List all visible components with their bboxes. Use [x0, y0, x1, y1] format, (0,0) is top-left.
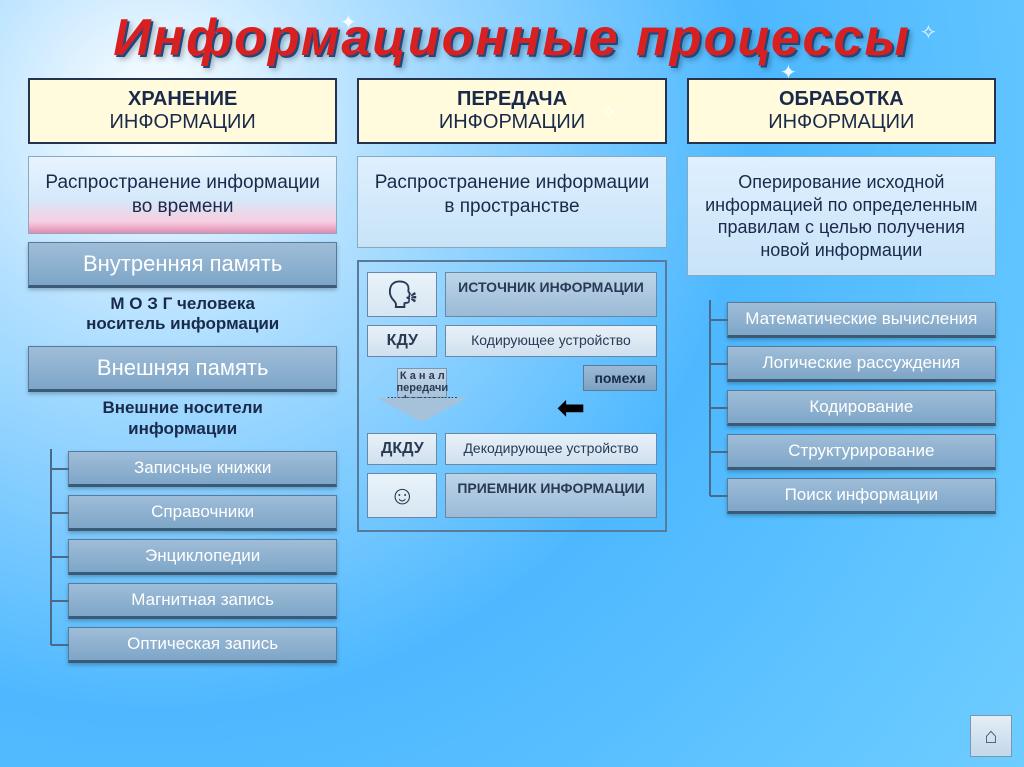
transfer-description: Распространение информации в пространств…	[357, 156, 666, 248]
source-row: 🗣 ИСТОЧНИК ИНФОРМАЦИИ	[367, 272, 656, 317]
transfer-header: ПЕРЕДАЧА ИНФОРМАЦИИ	[357, 78, 666, 144]
dkdu-cell: ДКДУ	[367, 433, 437, 465]
extc-l1: Внешние носители	[102, 398, 262, 417]
carrier-item: Энциклопедии	[68, 539, 337, 575]
operation-item: Логические рассуждения	[727, 346, 996, 382]
smiley-icon: ☺	[367, 473, 437, 518]
processing-header-bold: ОБРАБОТКА	[779, 88, 904, 110]
storage-description: Распространение информации во времени	[28, 156, 337, 234]
storage-header-rest: ИНФОРМАЦИИ	[110, 111, 256, 133]
noise-label: помехи	[583, 365, 656, 391]
arrow-down-icon: К а н а л передачи информации	[377, 368, 467, 422]
internal-memory-btn: Внутренняя память	[28, 242, 337, 288]
columns-container: ХРАНЕНИЕ ИНФОРМАЦИИ Распространение инфо…	[0, 68, 1024, 663]
processing-header-rest: ИНФОРМАЦИИ	[768, 111, 914, 133]
kdu-cell: КДУ	[367, 325, 437, 357]
decoder-cell: Декодирующее устройство	[445, 433, 656, 465]
brain-line2: носитель информации	[86, 314, 279, 333]
channel-arrow-wrap: К а н а л передачи информации	[367, 368, 477, 422]
carriers-tree: Записные книжки Справочники Энциклопедии…	[42, 443, 337, 663]
carrier-item: Справочники	[68, 495, 337, 531]
chan-l2: передачи	[397, 382, 449, 394]
extc-l2: информации	[128, 419, 237, 438]
page-title: Информационные процессы	[0, 0, 1024, 68]
operation-item: Кодирование	[727, 390, 996, 426]
transfer-diagram-frame: 🗣 ИСТОЧНИК ИНФОРМАЦИИ КДУ Кодирующее уст…	[357, 260, 666, 532]
col-storage: ХРАНЕНИЕ ИНФОРМАЦИИ Распространение инфо…	[28, 78, 337, 663]
carrier-item: Записные книжки	[68, 451, 337, 487]
external-memory-btn: Внешняя память	[28, 346, 337, 392]
home-button[interactable]: ⌂	[970, 715, 1012, 757]
carrier-item: Оптическая запись	[68, 627, 337, 663]
speaker-icon: 🗣	[367, 272, 437, 317]
decoder-row: ДКДУ Декодирующее устройство	[367, 433, 656, 465]
col-processing: ОБРАБОТКА ИНФОРМАЦИИ Оперирование исходн…	[687, 78, 996, 663]
brain-line1: М О З Г человека	[110, 294, 255, 313]
operation-item: Математические вычисления	[727, 302, 996, 338]
brain-carrier-label: М О З Г человека носитель информации	[28, 294, 337, 335]
chan-l1: К а н а л	[400, 370, 445, 382]
storage-header-bold: ХРАНЕНИЕ	[128, 88, 237, 110]
transfer-header-rest: ИНФОРМАЦИИ	[439, 111, 585, 133]
operations-tree: Математические вычисления Логические рас…	[701, 294, 996, 514]
operation-item: Поиск информации	[727, 478, 996, 514]
processing-description: Оперирование исходной информацией по опр…	[687, 156, 996, 276]
encoder-row: КДУ Кодирующее устройство	[367, 325, 656, 357]
noise-block: помехи ⬅	[485, 365, 656, 425]
arrow-left-icon: ⬅	[485, 391, 656, 425]
col-transfer: ПЕРЕДАЧА ИНФОРМАЦИИ Распространение инфо…	[357, 78, 666, 663]
storage-header: ХРАНЕНИЕ ИНФОРМАЦИИ	[28, 78, 337, 144]
source-cell: ИСТОЧНИК ИНФОРМАЦИИ	[445, 272, 656, 317]
transfer-header-bold: ПЕРЕДАЧА	[457, 88, 567, 110]
processing-header: ОБРАБОТКА ИНФОРМАЦИИ	[687, 78, 996, 144]
encoder-cell: Кодирующее устройство	[445, 325, 656, 357]
receiver-row: ☺ ПРИЕМНИК ИНФОРМАЦИИ	[367, 473, 656, 518]
operation-item: Структурирование	[727, 434, 996, 470]
channel-row: К а н а л передачи информации помехи ⬅	[367, 365, 656, 425]
receiver-cell: ПРИЕМНИК ИНФОРМАЦИИ	[445, 473, 656, 518]
external-carriers-label: Внешние носители информации	[28, 398, 337, 439]
carrier-item: Магнитная запись	[68, 583, 337, 619]
